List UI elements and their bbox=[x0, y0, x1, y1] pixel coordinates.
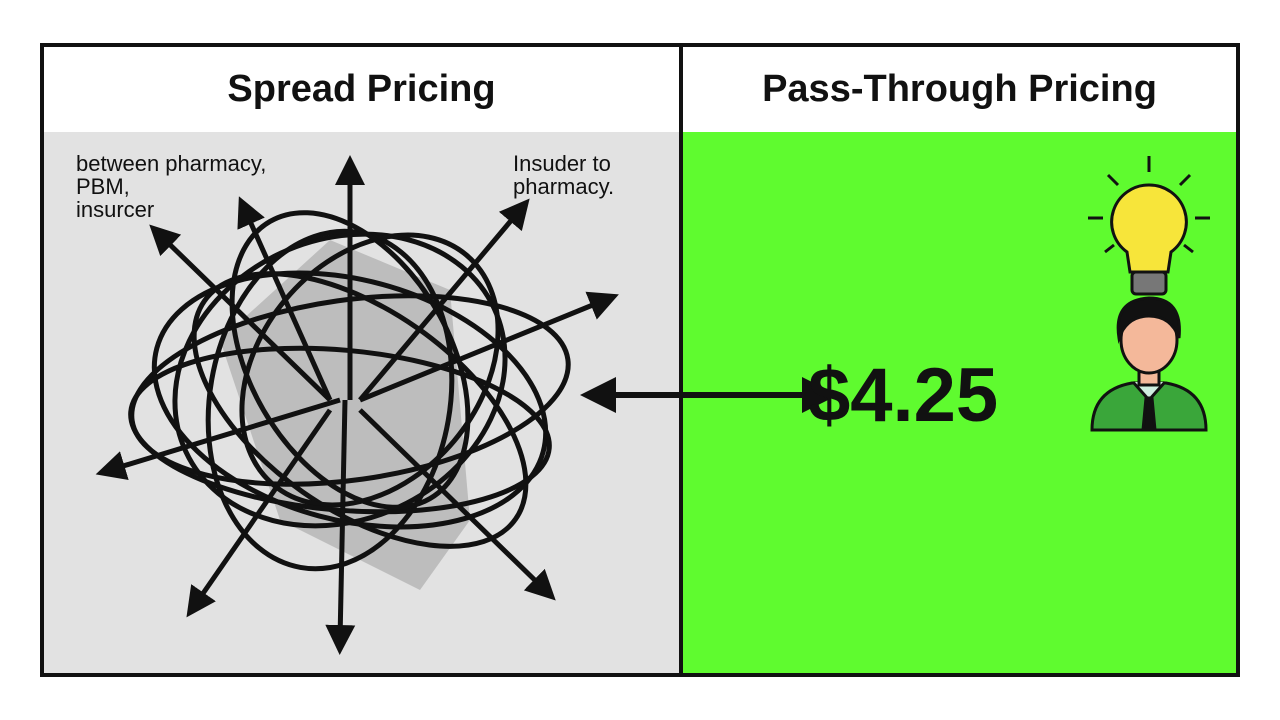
lightbulb-icon bbox=[1088, 156, 1210, 296]
pass-through-price: $4.25 bbox=[808, 353, 999, 438]
spread-pricing-title: Spread Pricing bbox=[44, 47, 679, 132]
tangled-arrows-icon bbox=[95, 155, 619, 655]
panel-divider bbox=[679, 47, 683, 673]
person-icon bbox=[1090, 296, 1208, 432]
note-between-parties: between pharmacy, PBM, insurcer bbox=[76, 151, 267, 222]
note-insurer-to-pharmacy: Insuder to pharmacy. bbox=[513, 151, 615, 199]
pass-through-title: Pass-Through Pricing bbox=[683, 47, 1236, 132]
